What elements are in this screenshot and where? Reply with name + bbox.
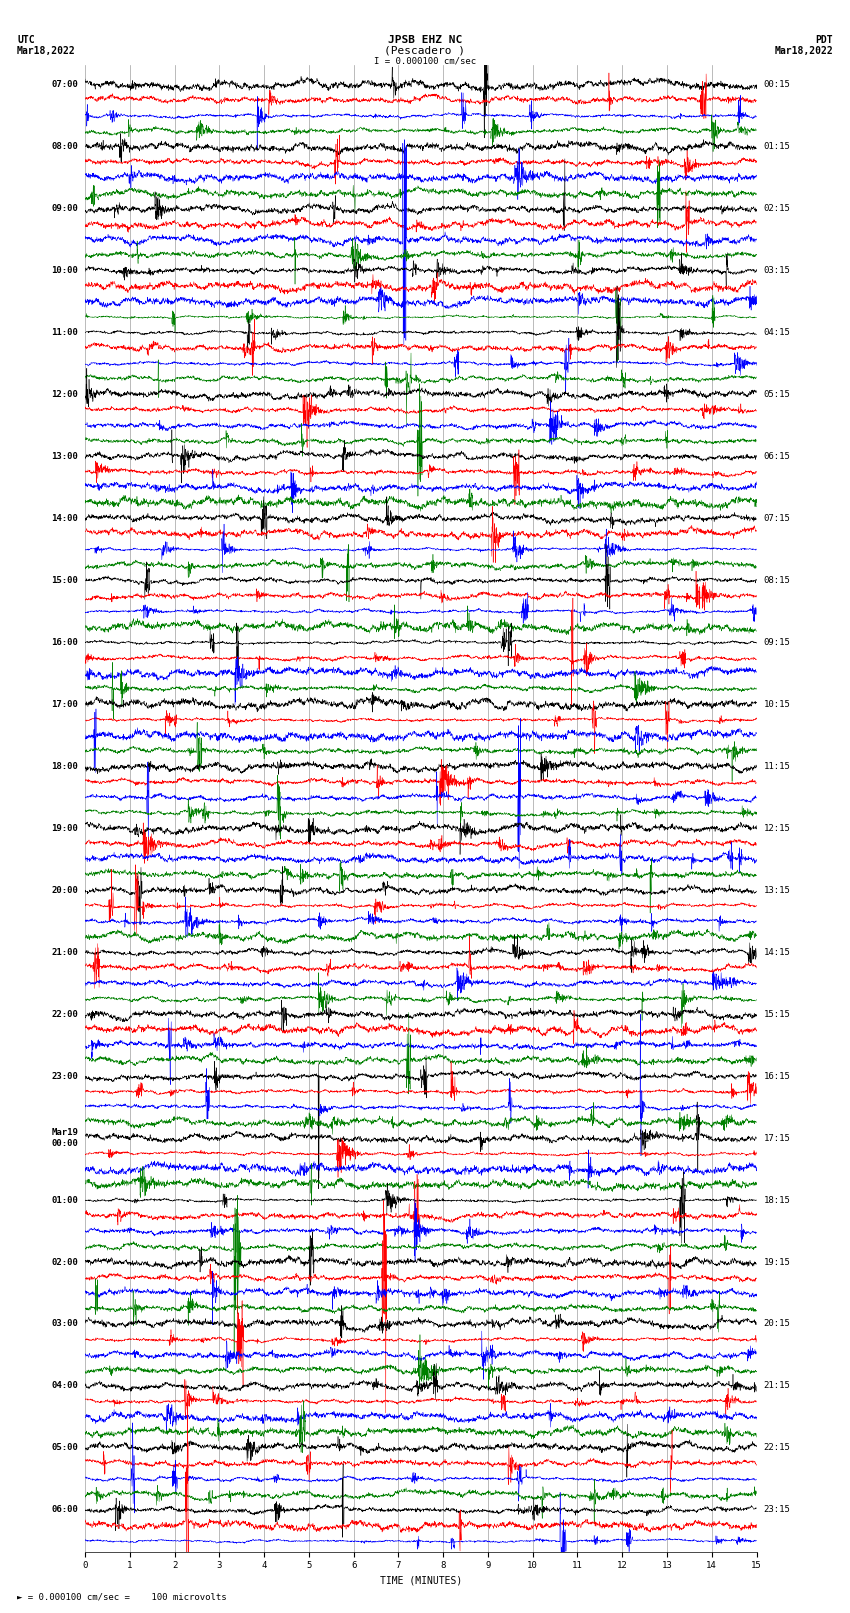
Text: 04:00: 04:00 [51, 1381, 78, 1390]
Text: 20:00: 20:00 [51, 886, 78, 895]
Text: ► = 0.000100 cm/sec =    100 microvolts: ► = 0.000100 cm/sec = 100 microvolts [17, 1592, 227, 1602]
Text: 21:00: 21:00 [51, 948, 78, 957]
Text: 12:15: 12:15 [763, 824, 791, 832]
Text: Mar19
00:00: Mar19 00:00 [51, 1129, 78, 1148]
Text: 22:00: 22:00 [51, 1010, 78, 1019]
Text: 01:00: 01:00 [51, 1195, 78, 1205]
Text: 14:15: 14:15 [763, 948, 791, 957]
Text: 09:00: 09:00 [51, 205, 78, 213]
Text: 09:15: 09:15 [763, 637, 791, 647]
Text: 18:00: 18:00 [51, 761, 78, 771]
Text: 08:15: 08:15 [763, 576, 791, 586]
Text: 14:00: 14:00 [51, 515, 78, 523]
Text: 16:15: 16:15 [763, 1071, 791, 1081]
Text: 10:15: 10:15 [763, 700, 791, 708]
Text: 03:00: 03:00 [51, 1319, 78, 1329]
Text: PDT: PDT [815, 35, 833, 45]
Text: 02:00: 02:00 [51, 1258, 78, 1266]
Text: 05:15: 05:15 [763, 390, 791, 398]
Text: (Pescadero ): (Pescadero ) [384, 45, 466, 56]
Text: 06:00: 06:00 [51, 1505, 78, 1515]
Text: 17:00: 17:00 [51, 700, 78, 708]
Text: 17:15: 17:15 [763, 1134, 791, 1142]
Text: 15:00: 15:00 [51, 576, 78, 586]
Text: 04:15: 04:15 [763, 327, 791, 337]
X-axis label: TIME (MINUTES): TIME (MINUTES) [380, 1576, 462, 1586]
Text: 10:00: 10:00 [51, 266, 78, 276]
Text: 02:15: 02:15 [763, 205, 791, 213]
Text: 03:15: 03:15 [763, 266, 791, 276]
Text: 07:15: 07:15 [763, 515, 791, 523]
Text: 11:00: 11:00 [51, 327, 78, 337]
Text: 18:15: 18:15 [763, 1195, 791, 1205]
Text: 00:15: 00:15 [763, 81, 791, 89]
Text: 08:00: 08:00 [51, 142, 78, 152]
Text: Mar18,2022: Mar18,2022 [774, 45, 833, 56]
Text: 20:15: 20:15 [763, 1319, 791, 1329]
Text: 16:00: 16:00 [51, 637, 78, 647]
Text: 05:00: 05:00 [51, 1444, 78, 1452]
Text: Mar18,2022: Mar18,2022 [17, 45, 76, 56]
Text: 21:15: 21:15 [763, 1381, 791, 1390]
Text: UTC: UTC [17, 35, 35, 45]
Text: 01:15: 01:15 [763, 142, 791, 152]
Text: 19:00: 19:00 [51, 824, 78, 832]
Text: 12:00: 12:00 [51, 390, 78, 398]
Text: 19:15: 19:15 [763, 1258, 791, 1266]
Text: 22:15: 22:15 [763, 1444, 791, 1452]
Text: 13:15: 13:15 [763, 886, 791, 895]
Text: 23:00: 23:00 [51, 1071, 78, 1081]
Text: 07:00: 07:00 [51, 81, 78, 89]
Text: 13:00: 13:00 [51, 452, 78, 461]
Text: 06:15: 06:15 [763, 452, 791, 461]
Text: 11:15: 11:15 [763, 761, 791, 771]
Text: 23:15: 23:15 [763, 1505, 791, 1515]
Text: I = 0.000100 cm/sec: I = 0.000100 cm/sec [374, 56, 476, 66]
Text: 15:15: 15:15 [763, 1010, 791, 1019]
Text: JPSB EHZ NC: JPSB EHZ NC [388, 35, 462, 45]
